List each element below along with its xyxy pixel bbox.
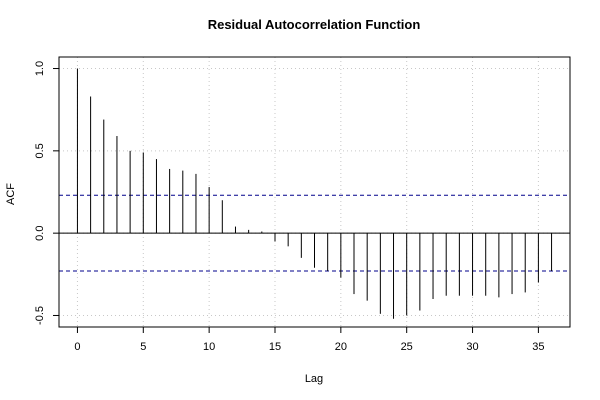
x-axis-label: Lag xyxy=(305,373,323,385)
x-tick-label: 20 xyxy=(335,341,347,353)
x-axis: 0 5 10 15 20 25 30 35 xyxy=(74,327,545,353)
y-tick-label: 0.5 xyxy=(34,143,46,158)
x-tick-label: 30 xyxy=(466,341,478,353)
chart-title: Residual Autocorrelation Function xyxy=(208,17,421,32)
y-tick-label: -0.5 xyxy=(34,306,46,325)
y-tick-label: 0.0 xyxy=(34,226,46,241)
plot-frame xyxy=(58,56,571,328)
x-tick-label: 35 xyxy=(532,341,544,353)
x-tick-label: 25 xyxy=(401,341,413,353)
y-axis-label: ACF xyxy=(5,183,17,205)
confidence-bounds xyxy=(59,194,570,272)
x-tick-label: 10 xyxy=(203,341,215,353)
y-tick-label: 1.0 xyxy=(34,61,46,76)
x-tick-label: 5 xyxy=(140,341,146,353)
x-tick-label: 0 xyxy=(74,341,80,353)
x-tick-label: 15 xyxy=(269,341,281,353)
y-axis: -0.5 0.0 0.5 1.0 xyxy=(34,61,59,325)
grid-lines xyxy=(59,57,570,327)
acf-bars xyxy=(76,68,553,319)
